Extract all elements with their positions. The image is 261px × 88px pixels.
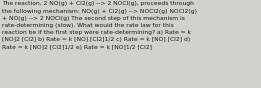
Text: The reaction, 2 NO(g) + Cl2(g) --> 2 NOCl(g), proceeds through
the following mec: The reaction, 2 NO(g) + Cl2(g) --> 2 NOC… xyxy=(2,1,197,50)
